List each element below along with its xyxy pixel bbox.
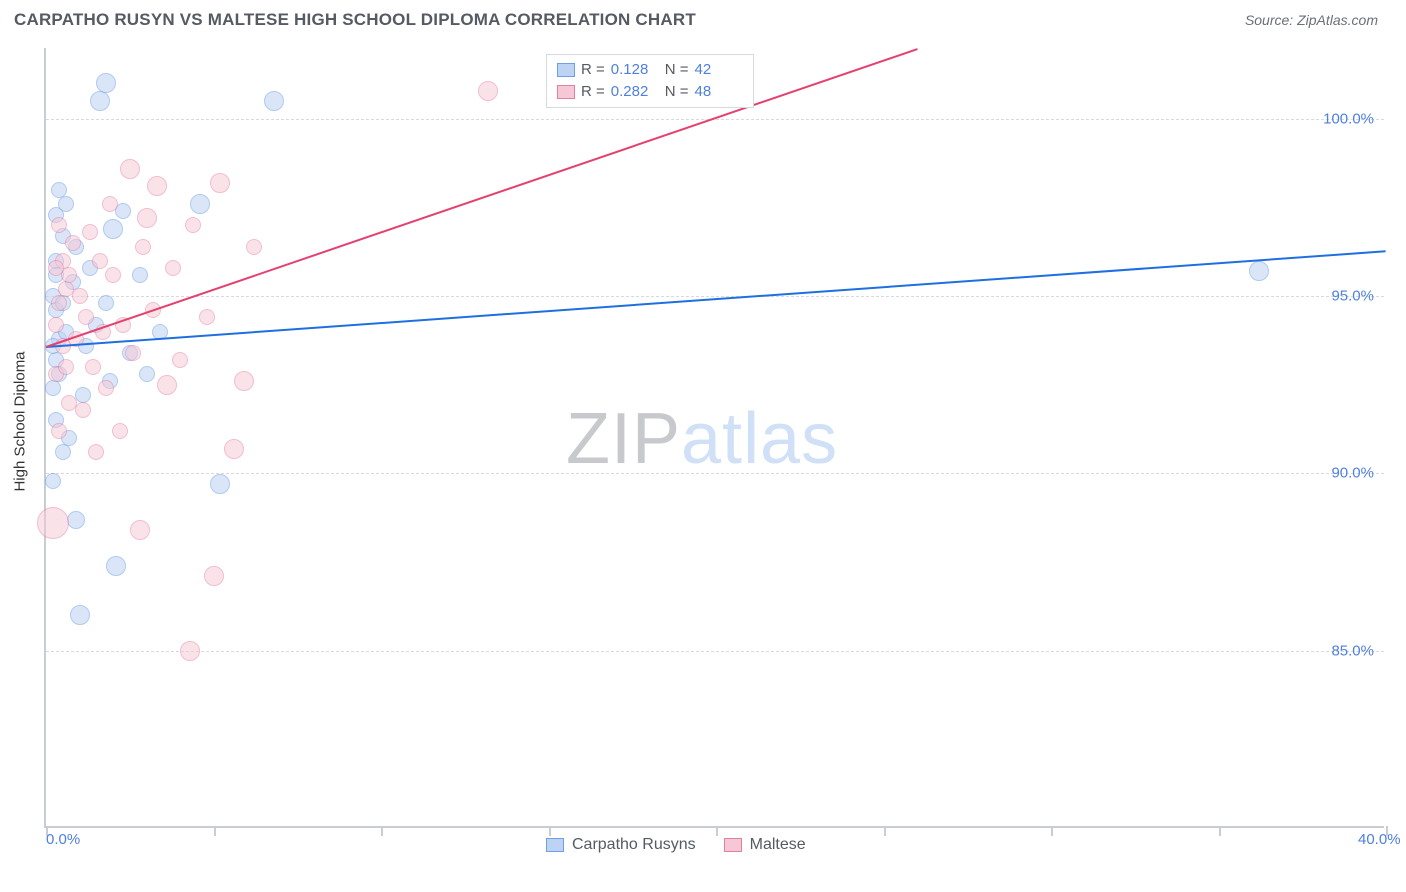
- data-point: [90, 91, 110, 111]
- data-point: [157, 375, 177, 395]
- data-point: [85, 359, 101, 375]
- data-point: [82, 224, 98, 240]
- n-label: N =: [665, 81, 689, 103]
- data-point: [210, 474, 230, 494]
- data-point: [78, 309, 94, 325]
- data-point: [51, 295, 67, 311]
- r-value: 0.282: [611, 81, 659, 103]
- data-point: [70, 605, 90, 625]
- legend-item: Maltese: [724, 836, 806, 854]
- data-point: [112, 423, 128, 439]
- r-label: R =: [581, 81, 605, 103]
- n-value: 48: [695, 81, 743, 103]
- data-point: [106, 556, 126, 576]
- legend-row: R = 0.128 N = 42: [557, 59, 743, 81]
- data-point: [125, 345, 141, 361]
- legend-swatch: [724, 838, 742, 852]
- gridline: [46, 296, 1384, 297]
- data-point: [48, 317, 64, 333]
- trend-line: [46, 250, 1386, 348]
- y-tick-label: 90.0%: [1331, 465, 1374, 482]
- data-point: [210, 173, 230, 193]
- data-point: [65, 235, 81, 251]
- scatter-chart: ZIPatlas 85.0%90.0%95.0%100.0%0.0%40.0%R…: [44, 48, 1384, 828]
- legend-swatch: [557, 85, 575, 99]
- data-point: [139, 366, 155, 382]
- data-point: [478, 81, 498, 101]
- y-tick-label: 85.0%: [1331, 642, 1374, 659]
- data-point: [185, 217, 201, 233]
- data-point: [72, 288, 88, 304]
- legend-swatch: [546, 838, 564, 852]
- x-tick: [381, 826, 383, 836]
- x-tick-label: 0.0%: [46, 831, 80, 848]
- x-tick-label: 40.0%: [1358, 831, 1401, 848]
- data-point: [130, 520, 150, 540]
- data-point: [45, 380, 61, 396]
- y-axis-label: High School Diploma: [12, 351, 29, 491]
- r-value: 0.128: [611, 59, 659, 81]
- data-point: [180, 641, 200, 661]
- data-point: [135, 239, 151, 255]
- data-point: [58, 359, 74, 375]
- y-tick-label: 95.0%: [1331, 288, 1374, 305]
- data-point: [67, 511, 85, 529]
- watermark-zip: ZIP: [566, 399, 681, 479]
- n-label: N =: [665, 59, 689, 81]
- watermark: ZIPatlas: [566, 398, 838, 480]
- data-point: [105, 267, 121, 283]
- legend-row: R = 0.282 N = 48: [557, 81, 743, 103]
- data-point: [199, 309, 215, 325]
- data-point: [37, 507, 69, 539]
- gridline: [46, 473, 1384, 474]
- data-point: [234, 371, 254, 391]
- data-point: [147, 176, 167, 196]
- gridline: [46, 651, 1384, 652]
- legend-item: Carpatho Rusyns: [546, 836, 696, 854]
- watermark-atlas: atlas: [681, 399, 838, 479]
- data-point: [98, 295, 114, 311]
- data-point: [204, 566, 224, 586]
- data-point: [246, 239, 262, 255]
- data-point: [92, 253, 108, 269]
- y-tick-label: 100.0%: [1323, 110, 1374, 127]
- data-point: [102, 196, 118, 212]
- legend-swatch: [557, 63, 575, 77]
- data-point: [103, 219, 123, 239]
- data-point: [172, 352, 188, 368]
- data-point: [51, 217, 67, 233]
- data-point: [120, 159, 140, 179]
- x-tick: [214, 826, 216, 836]
- data-point: [137, 208, 157, 228]
- data-point: [48, 260, 64, 276]
- data-point: [58, 196, 74, 212]
- x-tick: [716, 826, 718, 836]
- chart-title: CARPATHO RUSYN VS MALTESE HIGH SCHOOL DI…: [14, 10, 696, 30]
- data-point: [132, 267, 148, 283]
- data-point: [224, 439, 244, 459]
- data-point: [98, 380, 114, 396]
- data-point: [75, 402, 91, 418]
- x-tick: [549, 826, 551, 836]
- x-tick: [884, 826, 886, 836]
- data-point: [88, 444, 104, 460]
- data-point: [96, 73, 116, 93]
- source-label: Source: ZipAtlas.com: [1245, 12, 1378, 28]
- data-point: [51, 423, 67, 439]
- series-legend: Carpatho Rusyns Maltese: [546, 836, 806, 854]
- data-point: [190, 194, 210, 214]
- data-point: [55, 444, 71, 460]
- data-point: [264, 91, 284, 111]
- data-point: [1249, 261, 1269, 281]
- x-tick: [1051, 826, 1053, 836]
- n-value: 42: [695, 59, 743, 81]
- legend-label: Maltese: [750, 836, 806, 854]
- data-point: [165, 260, 181, 276]
- r-label: R =: [581, 59, 605, 81]
- data-point: [45, 473, 61, 489]
- legend-label: Carpatho Rusyns: [572, 836, 696, 854]
- x-tick: [1219, 826, 1221, 836]
- correlation-legend: R = 0.128 N = 42 R = 0.282 N = 48: [546, 54, 754, 108]
- chart-header: CARPATHO RUSYN VS MALTESE HIGH SCHOOL DI…: [0, 0, 1406, 34]
